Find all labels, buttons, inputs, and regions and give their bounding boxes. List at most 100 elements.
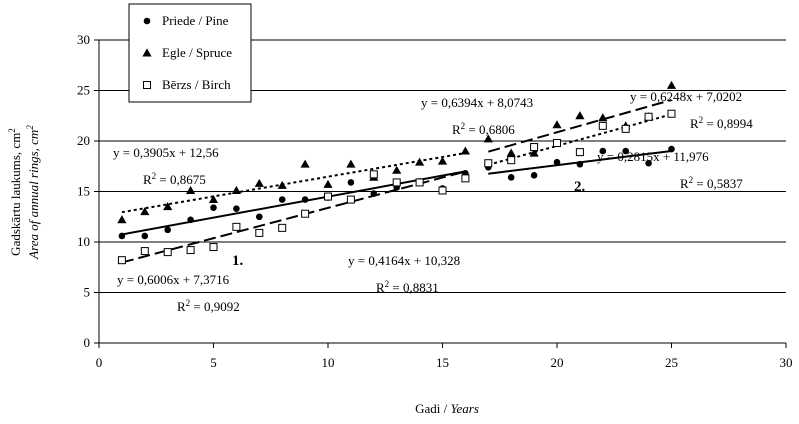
- trend-r2-5: R2 = 0,6806: [452, 121, 515, 137]
- point-s0-17: [507, 174, 515, 181]
- trend-r2-0: R2 = 0,8831: [376, 279, 439, 295]
- point-s0-21: [599, 147, 607, 155]
- tick-labels: 0 5 10 15 20 25 30 0 5 10 15 20 25 30: [77, 32, 793, 370]
- trend-equation-4: y = 0,6006x + 7,3716: [117, 272, 230, 287]
- segment-label-1: 2.: [574, 179, 586, 195]
- trend-r2-4: R2 = 0,9092: [177, 298, 240, 314]
- point-s0-8: [301, 196, 309, 203]
- y-tick-label-30: 30: [77, 32, 90, 47]
- trend-r2-1: R2 = 0,5837: [680, 175, 743, 191]
- trend-equation-3: y = 0,6248x + 7,0202: [630, 89, 742, 104]
- point-s0-3: [187, 216, 194, 224]
- trendline-0: [121, 170, 466, 236]
- point-s1-5: [231, 185, 241, 194]
- point-s2-4: [209, 243, 218, 252]
- trend-equation-1: y = 0,2815x + 11,976: [597, 149, 709, 164]
- point-s2-13: [415, 178, 424, 187]
- point-s1-19: [552, 120, 562, 129]
- segment-label-0: 1.: [232, 253, 244, 269]
- x-tick-label-0: 0: [96, 355, 103, 370]
- point-s2-15: [461, 174, 470, 183]
- point-s0-7: [278, 196, 286, 203]
- x-tick-label-30: 30: [780, 355, 793, 370]
- point-s0-10: [347, 179, 355, 186]
- point-s0-6: [255, 213, 263, 221]
- trend-equation-0: y = 0,4164x + 10,328: [348, 253, 460, 268]
- point-s2-17: [507, 156, 516, 165]
- point-s1-12: [392, 165, 402, 174]
- point-s1-21: [598, 113, 608, 122]
- point-s2-8: [301, 209, 310, 218]
- x-tick-label-10: 10: [322, 355, 335, 370]
- annotations: y = 0,4164x + 10,328 R2 = 0,8831 y = 0,281…: [113, 89, 753, 314]
- point-s0-19: [553, 158, 561, 166]
- point-s0-24: [668, 145, 675, 153]
- point-s1-9: [323, 179, 333, 188]
- y-axis-title-italic: Area of annual rings, cm2: [25, 125, 41, 260]
- point-s1-4: [208, 194, 219, 204]
- point-s1-20: [575, 111, 585, 120]
- point-s2-7: [278, 223, 287, 232]
- point-s2-1: [140, 247, 149, 256]
- point-s2-16: [484, 159, 493, 168]
- legend: Priede / Pine Egle / Spruce Bērzs / Birch: [128, 3, 252, 103]
- axes: [94, 39, 787, 348]
- trendline-4: [121, 170, 466, 264]
- legend-label-1: Egle / Spruce: [162, 45, 232, 60]
- point-s0-0: [118, 232, 126, 240]
- point-s1-13: [415, 157, 425, 166]
- point-s2-23: [644, 112, 653, 121]
- point-s2-22: [621, 124, 630, 133]
- y-tick-label-5: 5: [84, 285, 91, 300]
- point-s1-10: [346, 159, 356, 168]
- data-points: [117, 80, 677, 265]
- x-tick-label-5: 5: [210, 355, 217, 370]
- point-s2-5: [232, 222, 241, 231]
- point-s2-3: [186, 246, 195, 255]
- point-s1-0: [117, 215, 127, 224]
- point-s2-14: [438, 186, 447, 195]
- trendlines: [121, 99, 672, 264]
- legend-marker-0: [143, 17, 151, 25]
- point-s0-2: [164, 226, 171, 234]
- point-s0-20: [576, 160, 584, 168]
- point-s0-5: [233, 205, 240, 212]
- y-axis-title: Gadskārtu laukums, cm2: [7, 128, 23, 256]
- point-s1-1: [140, 207, 150, 216]
- point-s0-11: [370, 190, 378, 197]
- y-tick-label-25: 25: [77, 83, 90, 98]
- trend-equation-5: y = 0,6394x + 8,0743: [421, 95, 533, 110]
- point-s1-6: [254, 178, 264, 187]
- point-s0-1: [141, 232, 149, 240]
- point-s1-8: [300, 159, 310, 168]
- point-s2-6: [255, 228, 264, 237]
- trendline-2: [121, 152, 466, 214]
- point-s1-7: [277, 180, 287, 189]
- legend-label-2: Bērzs / Birch: [162, 77, 231, 92]
- legend-marker-2: [143, 81, 151, 89]
- legend-label-0: Priede / Pine: [162, 13, 229, 28]
- point-s2-2: [163, 248, 172, 257]
- point-s2-20: [575, 148, 584, 157]
- point-s1-3: [186, 185, 196, 194]
- point-s2-11: [369, 170, 378, 179]
- point-s2-24: [667, 109, 676, 118]
- point-s1-14: [437, 156, 448, 165]
- point-s2-12: [392, 178, 401, 187]
- y-tick-label-15: 15: [77, 184, 90, 199]
- point-s1-2: [163, 202, 173, 211]
- point-s1-18: [529, 148, 539, 157]
- point-s2-19: [553, 139, 561, 148]
- point-s2-9: [324, 192, 332, 201]
- point-s0-22: [622, 147, 629, 155]
- y-tick-label-10: 10: [77, 234, 90, 249]
- trend-equation-2: y = 0,3905x + 12,56: [113, 145, 219, 160]
- point-s1-17: [506, 148, 516, 157]
- point-s2-18: [530, 143, 539, 152]
- y-tick-label-20: 20: [77, 133, 90, 148]
- point-s2-21: [598, 121, 607, 130]
- x-tick-label-20: 20: [551, 355, 564, 370]
- trendline-3: [488, 113, 672, 166]
- trend-r2-2: R2 = 0,8675: [143, 171, 206, 187]
